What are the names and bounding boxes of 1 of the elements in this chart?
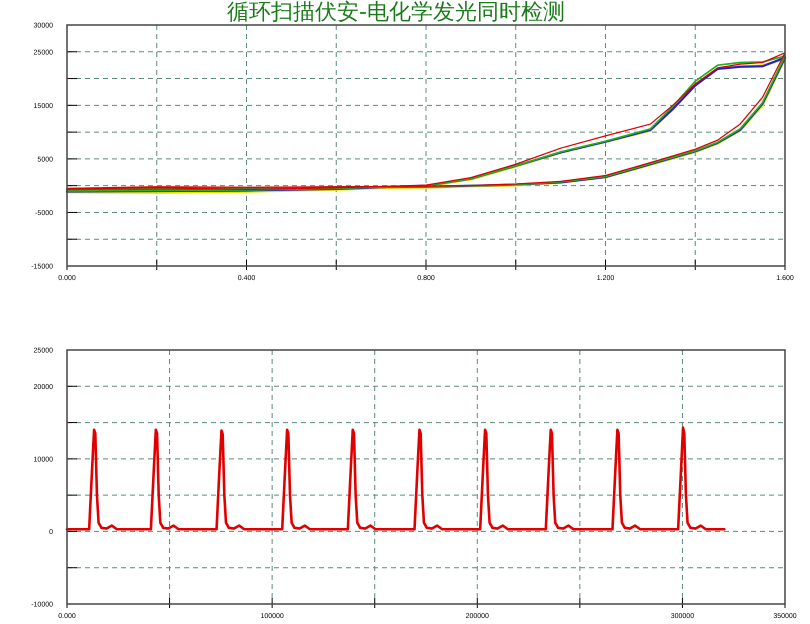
- title: 循环扫描伏安-电化学发光同时检测: [227, 0, 565, 25]
